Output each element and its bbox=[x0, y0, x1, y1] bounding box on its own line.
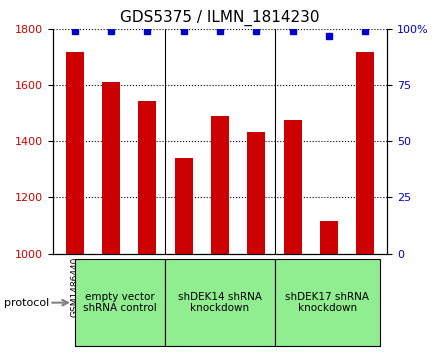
Bar bbox=[247, 131, 265, 254]
Bar bbox=[102, 82, 120, 254]
Bar bbox=[138, 101, 156, 254]
Bar bbox=[356, 52, 374, 254]
Title: GDS5375 / ILMN_1814230: GDS5375 / ILMN_1814230 bbox=[120, 10, 320, 26]
FancyBboxPatch shape bbox=[275, 259, 380, 346]
Text: shDEK14 shRNA
knockdown: shDEK14 shRNA knockdown bbox=[178, 292, 262, 314]
Text: empty vector
shRNA control: empty vector shRNA control bbox=[83, 292, 157, 314]
FancyBboxPatch shape bbox=[75, 259, 165, 346]
Bar bbox=[320, 221, 338, 254]
Bar bbox=[66, 52, 84, 254]
Bar bbox=[211, 116, 229, 254]
Text: protocol: protocol bbox=[4, 298, 49, 308]
Bar bbox=[175, 158, 193, 254]
Text: shDEK17 shRNA
knockdown: shDEK17 shRNA knockdown bbox=[285, 292, 369, 314]
Bar bbox=[284, 120, 302, 254]
FancyBboxPatch shape bbox=[165, 259, 275, 346]
